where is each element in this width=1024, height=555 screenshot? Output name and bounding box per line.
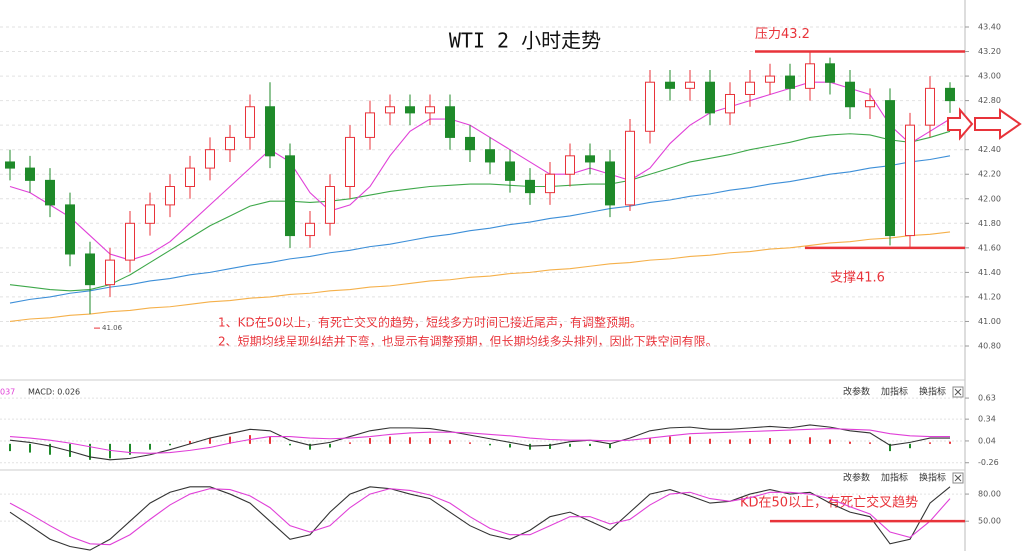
candle-body bbox=[825, 63, 835, 83]
candle-body bbox=[505, 161, 515, 181]
candle-body bbox=[585, 155, 595, 163]
line-series bbox=[9, 424, 950, 461]
y-tick-label: 42.40 bbox=[978, 145, 1001, 154]
toolbar-button[interactable]: 加指标 bbox=[881, 386, 908, 398]
close-icon bbox=[954, 388, 962, 396]
y-tick-label: 41.20 bbox=[978, 292, 1001, 301]
candle-body bbox=[365, 112, 375, 138]
candle-body bbox=[345, 136, 355, 188]
level-label: 压力43.2 bbox=[755, 27, 810, 42]
candle-body bbox=[485, 149, 495, 163]
candle-body bbox=[665, 81, 675, 89]
line-series bbox=[9, 488, 951, 546]
candle-body bbox=[325, 186, 335, 224]
toolbar-button[interactable]: 换指标 bbox=[919, 472, 946, 484]
toolbar-button[interactable]: 加指标 bbox=[881, 472, 908, 484]
candle-body bbox=[105, 259, 115, 286]
candle-body bbox=[285, 155, 295, 237]
arrow-icon bbox=[947, 107, 974, 141]
candle-body bbox=[265, 106, 275, 157]
candle-body bbox=[625, 130, 635, 206]
candle-body bbox=[785, 75, 795, 89]
candle-body bbox=[45, 179, 55, 206]
indicator-label: MACD: 0.026 bbox=[28, 388, 80, 397]
candle-body bbox=[465, 136, 475, 151]
candle-body bbox=[645, 81, 655, 132]
y-tick-label: 0.34 bbox=[978, 415, 996, 424]
candle-body bbox=[745, 81, 755, 95]
candle-body bbox=[765, 75, 775, 83]
candle-body bbox=[885, 100, 895, 237]
y-tick-label: -0.26 bbox=[978, 458, 999, 467]
candle-body bbox=[925, 87, 935, 126]
chart-title: WTI 2 小时走势 bbox=[449, 29, 601, 53]
candle-body bbox=[405, 106, 415, 114]
candle-body bbox=[145, 204, 155, 224]
y-tick-label: 42.00 bbox=[978, 194, 1001, 203]
y-tick-label: 42.80 bbox=[978, 96, 1001, 105]
candle-body bbox=[945, 87, 955, 102]
candle-body bbox=[245, 106, 255, 138]
y-tick-label: 41.60 bbox=[978, 243, 1001, 252]
y-tick-label: 43.20 bbox=[978, 47, 1001, 56]
candle-body bbox=[805, 63, 815, 89]
candle-body bbox=[5, 161, 15, 169]
candle-body bbox=[65, 204, 75, 255]
candle-body bbox=[225, 136, 235, 151]
candle-body bbox=[685, 81, 695, 89]
line-series bbox=[9, 486, 951, 551]
line-series bbox=[9, 428, 950, 454]
candle-body bbox=[185, 167, 195, 188]
candle-body bbox=[305, 222, 315, 237]
line-series bbox=[9, 130, 951, 292]
toolbar-button[interactable]: 改参数 bbox=[843, 386, 870, 398]
candle-body bbox=[165, 186, 175, 206]
y-tick-label: 0.04 bbox=[978, 436, 996, 445]
candle-body bbox=[605, 161, 615, 206]
candle-body bbox=[705, 81, 715, 114]
y-tick-label: 41.80 bbox=[978, 219, 1001, 228]
y-tick-label: 43.40 bbox=[978, 23, 1001, 32]
y-tick-label: 42.20 bbox=[978, 170, 1001, 179]
candle-body bbox=[25, 167, 35, 181]
y-tick-label: 80.00 bbox=[978, 490, 1001, 499]
candle-body bbox=[525, 179, 535, 194]
candle-body bbox=[545, 173, 555, 194]
y-tick-label: 41.40 bbox=[978, 268, 1001, 277]
annotation: 2、短期均线呈现纠结并下弯，也显示有调整预期，但长期均线多头排列，因此下跌空间有… bbox=[218, 334, 718, 349]
candle-body bbox=[385, 106, 395, 114]
indicator-label: 037 bbox=[0, 388, 15, 397]
y-tick-label: 43.00 bbox=[978, 72, 1001, 81]
candle-body bbox=[445, 106, 455, 138]
level-label: 支撑41.6 bbox=[830, 270, 885, 285]
annotation: 1、KD在50以上，有死亡交叉的趋势，短线多方时间已接近尾声，有调整预期。 bbox=[218, 315, 642, 330]
y-tick-label: 0.63 bbox=[978, 394, 996, 403]
low-label: 41.06 bbox=[102, 324, 123, 332]
y-tick-label: 50.00 bbox=[978, 517, 1001, 526]
candle-body bbox=[905, 124, 915, 237]
candle-body bbox=[845, 81, 855, 108]
candle-body bbox=[125, 222, 135, 261]
toolbar-button[interactable]: 换指标 bbox=[919, 386, 946, 398]
candle-body bbox=[725, 93, 735, 114]
line-series bbox=[9, 231, 951, 323]
candle-body bbox=[565, 155, 575, 175]
close-icon bbox=[954, 474, 962, 482]
y-tick-label: 41.00 bbox=[978, 317, 1001, 326]
y-tick-label: 40.80 bbox=[978, 342, 1001, 351]
candle-body bbox=[85, 253, 95, 286]
arrow-icon bbox=[974, 108, 1022, 140]
candle-body bbox=[865, 100, 875, 108]
toolbar-button[interactable]: 改参数 bbox=[843, 472, 870, 484]
candle-body bbox=[425, 106, 435, 114]
close-buttons bbox=[952, 386, 964, 484]
candle-body bbox=[205, 149, 215, 169]
line-series bbox=[9, 155, 951, 304]
